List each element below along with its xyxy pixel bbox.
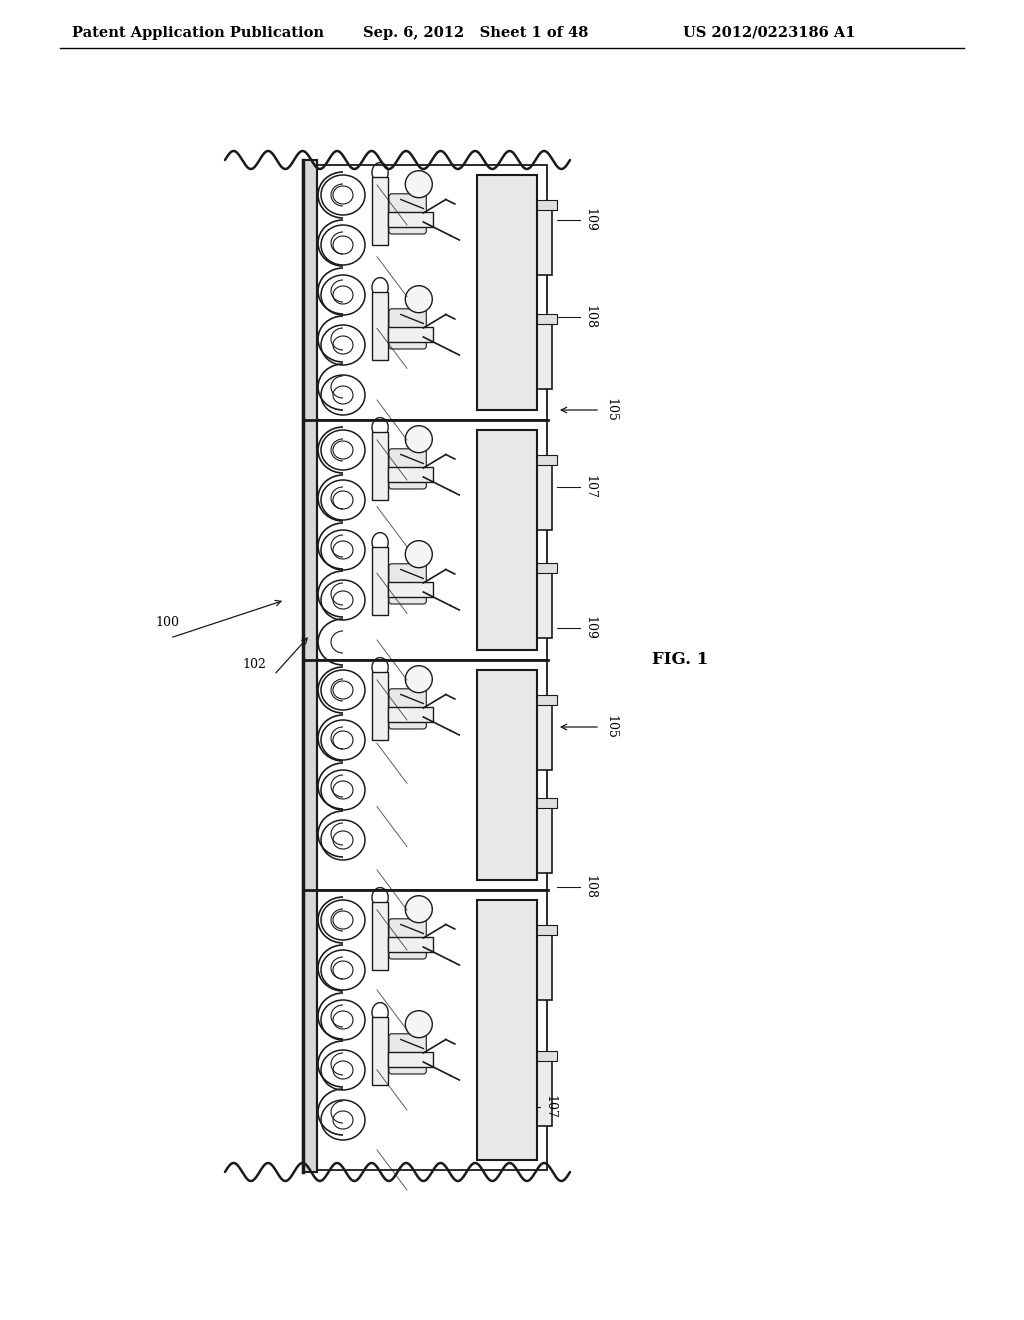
Bar: [372, 1016, 388, 1085]
Circle shape: [406, 541, 432, 568]
Bar: [372, 292, 388, 359]
Text: 109: 109: [583, 616, 596, 640]
Bar: [372, 546, 388, 615]
Bar: [477, 176, 537, 411]
Bar: [502, 455, 557, 465]
Bar: [502, 935, 552, 1001]
Bar: [502, 573, 552, 638]
Text: Patent Application Publication: Patent Application Publication: [72, 26, 324, 40]
FancyBboxPatch shape: [389, 689, 426, 729]
Bar: [482, 906, 532, 1155]
Bar: [502, 808, 552, 873]
FancyBboxPatch shape: [389, 564, 426, 605]
Bar: [388, 327, 433, 342]
Bar: [502, 1061, 552, 1126]
Bar: [303, 160, 317, 1172]
Bar: [372, 177, 388, 244]
Bar: [482, 436, 532, 645]
Bar: [502, 210, 552, 275]
Bar: [502, 799, 557, 808]
Bar: [388, 1052, 433, 1067]
Circle shape: [406, 170, 432, 198]
Text: Sep. 6, 2012   Sheet 1 of 48: Sep. 6, 2012 Sheet 1 of 48: [362, 26, 589, 40]
Bar: [502, 564, 557, 573]
Bar: [317, 660, 547, 890]
Bar: [477, 900, 537, 1160]
Bar: [477, 671, 537, 880]
Bar: [372, 432, 388, 499]
Text: 102: 102: [242, 659, 266, 672]
Bar: [502, 314, 557, 323]
Bar: [482, 180, 532, 405]
Text: 108: 108: [583, 875, 596, 899]
Bar: [502, 201, 557, 210]
Bar: [502, 705, 552, 770]
Bar: [502, 696, 557, 705]
Bar: [372, 672, 388, 739]
Bar: [317, 165, 547, 420]
Circle shape: [406, 896, 432, 923]
Bar: [317, 420, 547, 660]
Text: 105: 105: [604, 715, 617, 739]
Bar: [372, 902, 388, 969]
Bar: [388, 582, 433, 597]
FancyBboxPatch shape: [389, 1034, 426, 1074]
Text: 109: 109: [583, 209, 596, 232]
Text: US 2012/0223186 A1: US 2012/0223186 A1: [683, 26, 855, 40]
Bar: [502, 925, 557, 935]
Bar: [477, 430, 537, 649]
Bar: [388, 213, 433, 227]
Bar: [388, 708, 433, 722]
Text: 108: 108: [583, 305, 596, 329]
FancyBboxPatch shape: [389, 309, 426, 348]
Bar: [502, 1051, 557, 1061]
Text: 100: 100: [155, 616, 179, 630]
Bar: [388, 467, 433, 482]
FancyBboxPatch shape: [389, 194, 426, 234]
Bar: [482, 675, 532, 875]
Bar: [502, 323, 552, 389]
Bar: [317, 890, 547, 1170]
Circle shape: [406, 1011, 432, 1038]
Bar: [502, 465, 552, 531]
Text: 107: 107: [543, 1096, 556, 1119]
Bar: [388, 937, 433, 952]
Text: 105: 105: [604, 399, 617, 422]
Text: FIG. 1: FIG. 1: [652, 652, 709, 668]
FancyBboxPatch shape: [389, 449, 426, 488]
Circle shape: [406, 665, 432, 693]
Circle shape: [406, 425, 432, 453]
Circle shape: [406, 285, 432, 313]
FancyBboxPatch shape: [389, 919, 426, 960]
Text: 107: 107: [583, 475, 596, 499]
